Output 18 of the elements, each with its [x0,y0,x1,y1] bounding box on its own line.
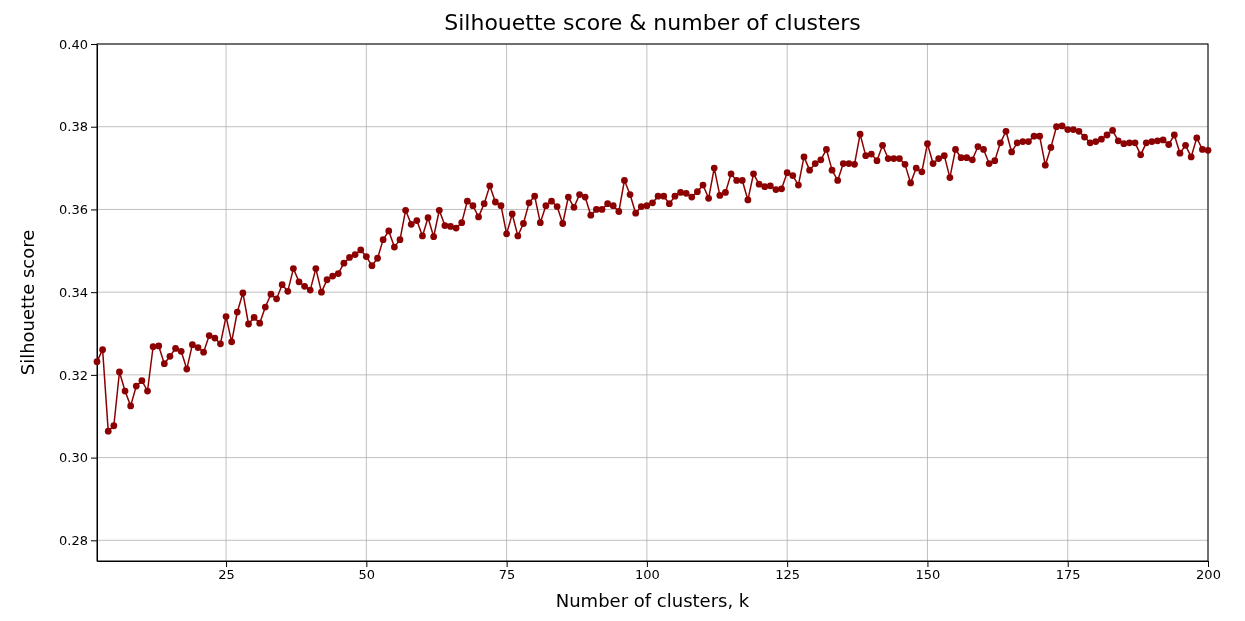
x-tick-label: 150 [915,567,941,583]
x-tick-label: 125 [775,567,801,583]
x-tick-label: 175 [1055,567,1081,583]
chart-title: Silhouette score & number of clusters [444,10,861,35]
y-tick-label: 0.32 [59,367,88,383]
x-tick-label: 50 [358,567,376,583]
y-tick-label: 0.34 [59,284,88,300]
x-tick-label: 75 [498,567,516,583]
x-tick-label: 200 [1196,567,1221,583]
y-tick-label: 0.36 [59,202,88,218]
y-tick-label: 0.30 [59,450,88,466]
x-tick-label: 25 [218,567,235,583]
y-tick-label: 0.38 [59,119,88,135]
y-tick-label: 0.40 [59,36,88,52]
y-tick-label: 0.28 [59,532,88,548]
y-axis-title: Silhouette score [17,229,38,376]
x-tick-label: 100 [634,567,660,583]
x-axis-title: Number of clusters, k [555,590,750,611]
